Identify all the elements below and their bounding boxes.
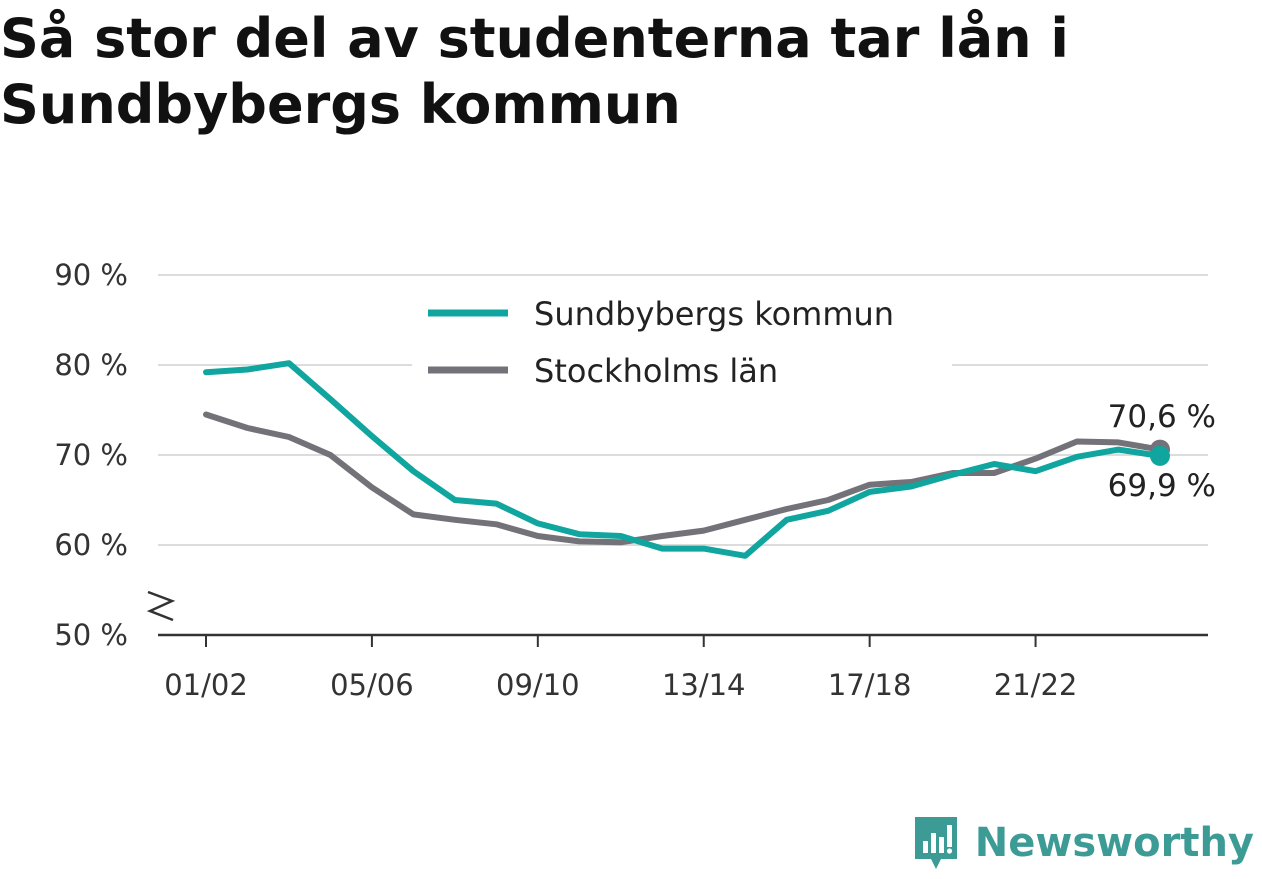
axis-break-icon [146,590,176,622]
x-tick-label: 21/22 [994,668,1078,702]
end-labels: 70,6 % 69,9 % [1108,399,1216,504]
end-label-lower: 69,9 % [1108,468,1216,504]
brand: Newsworthy [911,815,1254,871]
brand-name: Newsworthy [974,820,1254,866]
x-tick-label: 17/18 [828,668,912,702]
series-lines [203,360,1170,559]
y-tick-label: 60 % [54,528,128,562]
grid-lines [158,274,1208,546]
series-line-stockholm [203,411,1163,546]
legend-label: Stockholms län [534,352,778,390]
y-tick-label: 80 % [54,348,128,382]
x-tick-label: 05/06 [330,668,414,702]
legend: Sundbybergs kommun Stockholms län [412,288,952,398]
chart-title: Så stor del av studenterna tar lån i Sun… [0,7,1069,136]
x-axis: 01/02 05/06 09/10 13/14 17/18 21/22 [158,633,1208,702]
legend-label: Sundbybergs kommun [534,295,894,333]
legend-background [412,288,952,398]
y-tick-label: 50 % [54,618,128,652]
y-tick-label: 90 % [54,258,128,292]
series-line-sundbyberg [203,360,1163,559]
newsworthy-logo-icon [914,817,957,869]
x-tick-label: 13/14 [662,668,746,702]
x-tick-label: 01/02 [164,668,248,702]
y-tick-label: 70 % [54,438,128,472]
end-label-upper: 70,6 % [1108,399,1216,435]
series-end-point [1150,445,1170,466]
y-axis-ticks: 90 % 80 % 70 % 60 % 50 % [54,258,128,652]
x-tick-label: 09/10 [496,668,580,702]
